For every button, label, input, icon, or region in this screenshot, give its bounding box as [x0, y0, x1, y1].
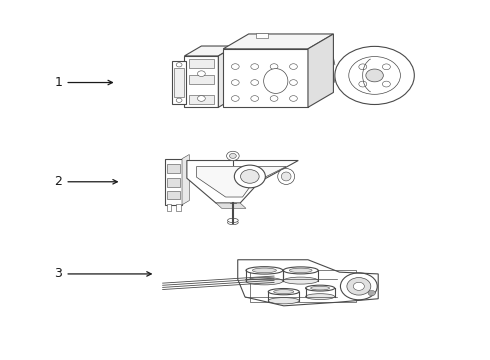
Ellipse shape [264, 69, 288, 94]
Bar [174, 68, 184, 97]
Circle shape [368, 291, 375, 296]
Circle shape [353, 282, 365, 291]
Polygon shape [184, 46, 235, 56]
Text: 1: 1 [54, 76, 112, 89]
Ellipse shape [274, 290, 294, 294]
Circle shape [347, 278, 371, 295]
Ellipse shape [268, 298, 299, 304]
Circle shape [176, 98, 182, 102]
Ellipse shape [281, 172, 291, 181]
Circle shape [229, 153, 236, 158]
Ellipse shape [227, 220, 238, 225]
Circle shape [341, 273, 377, 300]
Bar [167, 164, 180, 173]
Bar [250, 270, 356, 302]
Circle shape [366, 69, 383, 82]
Ellipse shape [246, 278, 283, 285]
Circle shape [231, 80, 239, 85]
Circle shape [241, 170, 259, 183]
Circle shape [234, 165, 266, 188]
Circle shape [251, 96, 259, 101]
Circle shape [226, 151, 239, 161]
Circle shape [231, 96, 239, 101]
Bar [167, 178, 180, 187]
Ellipse shape [268, 288, 299, 295]
Bar [189, 95, 214, 104]
Circle shape [270, 64, 278, 69]
Ellipse shape [227, 218, 238, 222]
Polygon shape [219, 46, 235, 107]
Ellipse shape [278, 168, 294, 184]
Ellipse shape [283, 267, 318, 274]
Circle shape [382, 81, 391, 87]
Bar [189, 59, 214, 68]
Circle shape [290, 64, 297, 69]
Bar [167, 204, 172, 211]
Ellipse shape [246, 267, 283, 274]
Bar [189, 76, 214, 84]
Circle shape [270, 80, 278, 85]
Bar [256, 33, 269, 39]
Circle shape [335, 46, 415, 104]
Bar [223, 49, 308, 107]
Circle shape [359, 81, 367, 87]
Polygon shape [223, 34, 333, 49]
Bar [167, 191, 180, 199]
Bar [176, 204, 181, 211]
Text: 2: 2 [54, 175, 117, 188]
Bar [172, 61, 186, 104]
Text: 3: 3 [54, 267, 151, 280]
Ellipse shape [252, 268, 276, 273]
Circle shape [349, 57, 400, 94]
Polygon shape [187, 161, 298, 203]
Ellipse shape [283, 277, 318, 284]
Ellipse shape [306, 294, 335, 300]
Circle shape [290, 96, 297, 101]
Circle shape [382, 64, 391, 70]
Ellipse shape [306, 285, 335, 291]
Circle shape [231, 64, 239, 69]
Circle shape [270, 96, 278, 101]
Circle shape [290, 80, 297, 85]
Polygon shape [308, 34, 333, 107]
Ellipse shape [311, 286, 330, 290]
Polygon shape [216, 203, 246, 208]
Circle shape [197, 96, 205, 101]
Circle shape [251, 64, 259, 69]
Ellipse shape [290, 268, 312, 273]
Circle shape [176, 63, 182, 67]
Polygon shape [182, 154, 189, 205]
Bar [184, 56, 219, 107]
Polygon shape [196, 167, 286, 197]
Circle shape [359, 64, 367, 70]
Bar [165, 159, 182, 205]
Circle shape [197, 71, 205, 77]
Circle shape [251, 80, 259, 85]
